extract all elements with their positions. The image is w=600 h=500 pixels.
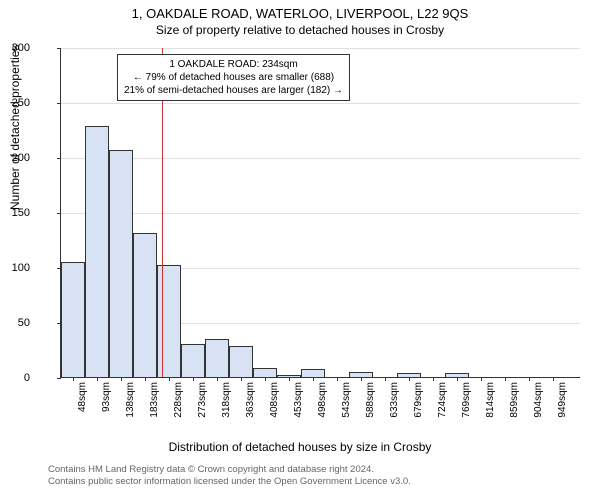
histogram-bar <box>61 262 85 378</box>
footer-line-1: Contains HM Land Registry data © Crown c… <box>48 464 411 476</box>
xtick-mark <box>73 377 74 381</box>
xtick-mark <box>553 377 554 381</box>
xtick-label: 543sqm <box>341 382 352 432</box>
histogram-bar <box>253 368 277 377</box>
annotation-line: ← 79% of detached houses are smaller (68… <box>124 71 343 84</box>
xtick-label: 724sqm <box>437 382 448 432</box>
xtick-mark <box>481 377 482 381</box>
histogram-bar <box>157 265 181 377</box>
gridline <box>61 158 580 159</box>
xtick-mark <box>145 377 146 381</box>
chart-area: 48sqm93sqm138sqm183sqm228sqm273sqm318sqm… <box>60 48 580 378</box>
xtick-label: 318sqm <box>221 382 232 432</box>
xtick-mark <box>505 377 506 381</box>
histogram-bar <box>133 233 157 377</box>
xtick-mark <box>361 377 362 381</box>
ytick-label: 50 <box>0 317 30 329</box>
histogram-bar <box>205 339 229 378</box>
xtick-mark <box>529 377 530 381</box>
xtick-mark <box>409 377 410 381</box>
xtick-mark <box>121 377 122 381</box>
chart-subtitle: Size of property relative to detached ho… <box>0 21 600 37</box>
xtick-label: 814sqm <box>485 382 496 432</box>
xtick-mark <box>241 377 242 381</box>
ytick-mark <box>57 48 61 49</box>
annotation-line: 1 OAKDALE ROAD: 234sqm <box>124 58 343 71</box>
plot-region: 48sqm93sqm138sqm183sqm228sqm273sqm318sqm… <box>60 48 580 378</box>
histogram-bar <box>85 126 109 377</box>
gridline <box>61 213 580 214</box>
xtick-label: 453sqm <box>293 382 304 432</box>
chart-title: 1, OAKDALE ROAD, WATERLOO, LIVERPOOL, L2… <box>0 0 600 21</box>
xtick-mark <box>265 377 266 381</box>
xtick-label: 93sqm <box>101 382 112 432</box>
xtick-label: 949sqm <box>557 382 568 432</box>
xtick-mark <box>217 377 218 381</box>
y-axis-label: Number of detached properties <box>8 45 22 210</box>
xtick-mark <box>169 377 170 381</box>
x-axis-label: Distribution of detached houses by size … <box>0 440 600 454</box>
ytick-label: 150 <box>0 207 30 219</box>
xtick-label: 769sqm <box>461 382 472 432</box>
histogram-bar <box>181 344 205 377</box>
xtick-mark <box>289 377 290 381</box>
xtick-mark <box>433 377 434 381</box>
xtick-label: 138sqm <box>125 382 136 432</box>
gridline <box>61 103 580 104</box>
ytick-label: 200 <box>0 152 30 164</box>
ytick-label: 250 <box>0 97 30 109</box>
xtick-mark <box>313 377 314 381</box>
ytick-label: 0 <box>0 372 30 384</box>
chart-container: 1, OAKDALE ROAD, WATERLOO, LIVERPOOL, L2… <box>0 0 600 500</box>
histogram-bar <box>229 346 253 377</box>
ytick-mark <box>57 378 61 379</box>
annotation-line: 21% of semi-detached houses are larger (… <box>124 84 343 97</box>
xtick-mark <box>457 377 458 381</box>
xtick-mark <box>385 377 386 381</box>
ytick-label: 300 <box>0 42 30 54</box>
xtick-label: 183sqm <box>149 382 160 432</box>
xtick-label: 48sqm <box>77 382 88 432</box>
annotation-box: 1 OAKDALE ROAD: 234sqm← 79% of detached … <box>117 54 350 101</box>
xtick-label: 633sqm <box>389 382 400 432</box>
xtick-label: 904sqm <box>533 382 544 432</box>
xtick-label: 273sqm <box>197 382 208 432</box>
xtick-label: 228sqm <box>173 382 184 432</box>
footer-attribution: Contains HM Land Registry data © Crown c… <box>48 464 411 489</box>
xtick-label: 679sqm <box>413 382 424 432</box>
ytick-label: 100 <box>0 262 30 274</box>
footer-line-2: Contains public sector information licen… <box>48 476 411 488</box>
xtick-label: 363sqm <box>245 382 256 432</box>
ytick-mark <box>57 213 61 214</box>
xtick-mark <box>193 377 194 381</box>
ytick-mark <box>57 158 61 159</box>
xtick-label: 498sqm <box>317 382 328 432</box>
ytick-mark <box>57 103 61 104</box>
gridline <box>61 48 580 49</box>
xtick-mark <box>97 377 98 381</box>
xtick-label: 588sqm <box>365 382 376 432</box>
xtick-mark <box>337 377 338 381</box>
histogram-bar <box>301 369 325 377</box>
xtick-label: 408sqm <box>269 382 280 432</box>
xtick-label: 859sqm <box>509 382 520 432</box>
histogram-bar <box>109 150 133 377</box>
